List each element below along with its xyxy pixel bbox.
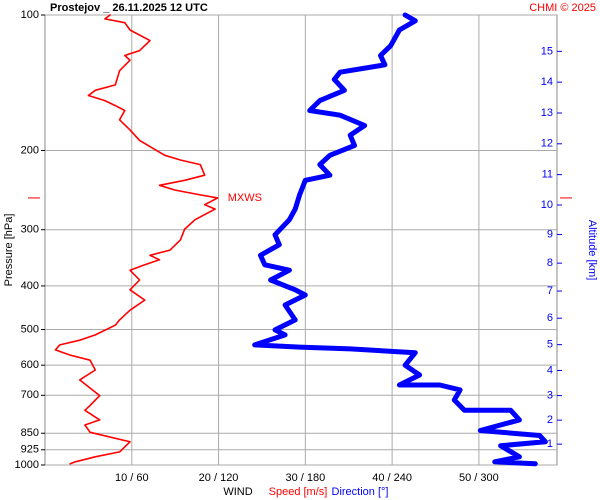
y-tick-label: 100 — [21, 9, 39, 21]
y-axis-label: Pressure [hPa] — [3, 214, 15, 287]
y2-tick-label: 9 — [547, 228, 553, 240]
x-tick-label: 50 / 300 — [459, 472, 499, 484]
y2-tick-label: 7 — [547, 285, 553, 297]
y2-tick-label: 1 — [547, 438, 553, 450]
y2-tick-label: 6 — [547, 312, 553, 324]
x-tick-label: 30 / 180 — [285, 472, 325, 484]
y-tick-label: 850 — [21, 427, 39, 439]
x-tick-label: 20 / 120 — [199, 472, 239, 484]
profile-line — [252, 12, 548, 467]
chart-title: Prostejov _ 26.11.2025 12 UTC — [50, 2, 208, 14]
y-tick-label: 300 — [21, 224, 39, 236]
y2-tick-label: 15 — [541, 45, 553, 57]
credit: CHMI © 2025 — [529, 2, 596, 14]
profile-line — [54, 14, 219, 465]
y-tick-label: 600 — [21, 359, 39, 371]
y2-tick-label: 12 — [541, 138, 553, 150]
mxws-label: MXWS — [228, 192, 262, 204]
y-tick-label: 200 — [21, 144, 39, 156]
x-tick-label: 10 / 60 — [115, 472, 149, 484]
speed-label: Speed [m/s] — [269, 486, 328, 498]
y2-tick-label: 14 — [541, 76, 553, 88]
y-tick-label: 400 — [21, 280, 39, 292]
direction-label: Direction [°] — [332, 486, 389, 498]
y2-axis-label: Altitude [km] — [586, 220, 598, 281]
y2-tick-label: 13 — [541, 107, 553, 119]
y2-tick-label: 8 — [547, 257, 553, 269]
x-axis-label: WIND — [223, 486, 252, 498]
y2-tick-label: 10 — [541, 199, 553, 211]
y-tick-label: 500 — [21, 323, 39, 335]
y-tick-label: 700 — [21, 389, 39, 401]
plot-area — [44, 14, 558, 466]
y2-tick-label: 3 — [547, 390, 553, 402]
y2-tick-label: 11 — [542, 169, 553, 181]
y-tick-label: 1000 — [15, 459, 39, 471]
x-tick-label: 40 / 240 — [372, 472, 412, 484]
y2-tick-label: 4 — [547, 364, 553, 376]
y-tick-label: 925 — [21, 444, 39, 456]
y2-tick-label: 2 — [547, 414, 553, 426]
y2-tick-label: 5 — [547, 339, 553, 351]
